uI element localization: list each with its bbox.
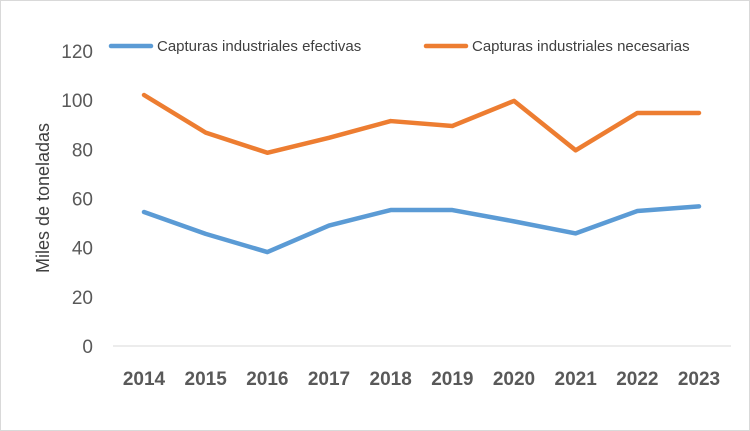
x-tick-label: 2022 (616, 369, 658, 390)
y-tick-label: 120 (61, 42, 93, 63)
legend-label: Capturas industriales efectivas (157, 38, 361, 55)
x-tick-label: 2021 (555, 369, 598, 390)
y-tick-label: 40 (72, 239, 93, 260)
series-line-2 (141, 92, 702, 156)
legend-label: Capturas industriales necesarias (472, 38, 690, 55)
y-tick-label: 60 (72, 190, 93, 211)
x-tick-label: 2019 (431, 369, 473, 390)
x-tick-label: 2023 (678, 369, 720, 390)
x-tick-label: 2020 (493, 369, 535, 390)
y-tick-label: 20 (72, 288, 93, 309)
y-tick-label: 100 (61, 91, 93, 112)
y-tick-label: 80 (72, 140, 93, 161)
x-tick-label: 2017 (308, 369, 350, 390)
series-line-1 (141, 204, 702, 255)
y-tick-label: 0 (82, 337, 93, 358)
x-tick-label: 2018 (370, 369, 412, 390)
x-tick-label: 2016 (246, 369, 288, 390)
x-tick-label: 2015 (185, 369, 228, 390)
y-axis-title: Miles de toneladas (33, 123, 53, 273)
x-tick-label: 2014 (123, 369, 166, 390)
